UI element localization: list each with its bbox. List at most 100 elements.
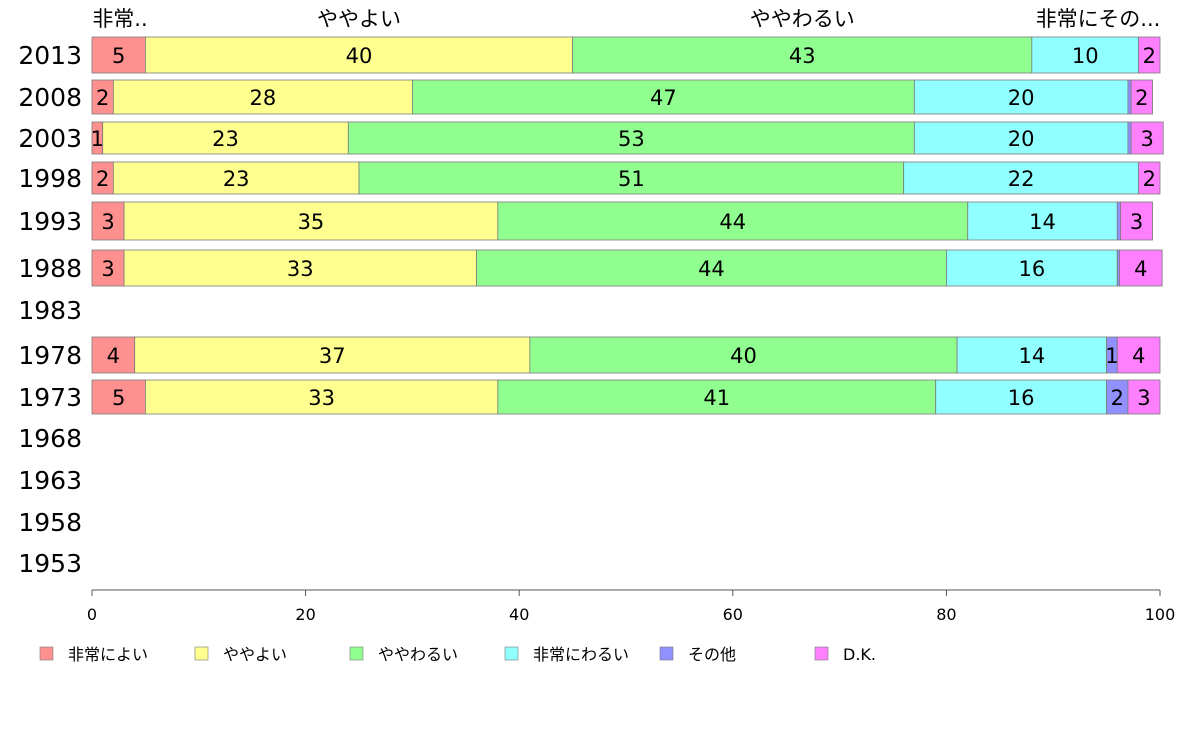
legend-swatch: [194, 646, 209, 661]
bar-segment: [1031, 36, 1140, 74]
legend-swatch: [814, 646, 829, 661]
x-tick-label: 80: [936, 605, 956, 624]
legend-swatch: [349, 646, 364, 661]
legend-label: D.K.: [843, 645, 876, 664]
top-label: 非常..: [92, 7, 147, 31]
bar-segment: [1116, 201, 1121, 241]
bar-segment: [144, 379, 499, 415]
legend-label: ややよい: [223, 645, 287, 664]
bar-segment: [1119, 249, 1163, 287]
y-tick-label: 1998: [18, 164, 82, 193]
bar-value-label: 2: [1135, 86, 1148, 110]
bar-value-label: 44: [698, 257, 725, 281]
bar-value-label: 5: [112, 386, 125, 410]
bar-value-label: 28: [250, 86, 277, 110]
bar-segment: [134, 336, 531, 374]
bar-segment: [529, 336, 958, 374]
bar-value-label: 2: [96, 86, 109, 110]
bar-segment: [903, 161, 1140, 195]
y-tick-label: 1968: [18, 424, 82, 453]
bar-segment: [572, 36, 1033, 74]
bar-segment: [935, 379, 1107, 415]
bar-segment: [144, 36, 574, 74]
bar-value-label: 35: [298, 210, 325, 234]
bar-segment: [913, 79, 1129, 115]
legend-swatch: [504, 646, 519, 661]
bar-segment: [497, 201, 969, 241]
bar-segment: [1130, 121, 1164, 155]
bar-value-label: 2: [96, 167, 109, 191]
y-tick-label: 1973: [18, 383, 82, 412]
bar-segment: [1116, 336, 1161, 374]
bar-value-label: 4: [1132, 344, 1145, 368]
bar-value-label: 20: [1008, 127, 1035, 151]
bar-segment: [102, 121, 349, 155]
x-tick-label: 100: [1145, 605, 1176, 624]
bar-value-label: 40: [730, 344, 757, 368]
bar-segment: [91, 201, 125, 241]
bar-segment: [1130, 79, 1153, 115]
bar-segment: [358, 161, 905, 195]
bar-value-label: 14: [1018, 344, 1045, 368]
bar-segment: [956, 336, 1108, 374]
bar-segment: [123, 249, 477, 287]
bar-segment: [411, 79, 915, 115]
bar-segment: [1127, 379, 1161, 415]
bar-value-label: 14: [1029, 210, 1056, 234]
x-tick-label: 40: [509, 605, 529, 624]
bar-segment: [1120, 201, 1153, 241]
bar-segment: [91, 249, 125, 287]
bar-segment: [497, 379, 937, 415]
bar-value-label: 20: [1008, 86, 1035, 110]
top-label: 非常にその...: [1036, 7, 1161, 31]
y-tick-label: 2008: [18, 83, 82, 112]
bar-value-label: 33: [308, 386, 335, 410]
top-label: ややよい: [317, 7, 401, 31]
bar-segment: [91, 379, 146, 415]
bar-segment: [476, 249, 947, 287]
y-tick-label: 2003: [18, 124, 82, 153]
legend-label: その他: [688, 645, 736, 664]
bar-value-label: 3: [101, 257, 114, 281]
bar-segment: [1138, 36, 1161, 74]
bar-value-label: 37: [319, 344, 346, 368]
bar-segment: [1127, 121, 1132, 155]
bar-segment: [1138, 161, 1161, 195]
bar-value-label: 5: [112, 44, 125, 68]
top-label: ややわるい: [750, 7, 855, 31]
bar-value-label: 3: [1137, 386, 1150, 410]
x-tick-label: 0: [87, 605, 97, 624]
bar-value-label: 1: [1105, 344, 1118, 368]
legend-label: ややわるい: [378, 645, 458, 664]
legend-label: 非常によい: [68, 645, 148, 664]
y-tick-label: 1953: [18, 549, 82, 578]
bar-value-label: 10: [1072, 44, 1099, 68]
bar-value-label: 33: [287, 257, 314, 281]
y-tick-label: 1983: [18, 296, 82, 325]
bar-value-label: 1: [91, 127, 104, 151]
bar-value-label: 16: [1018, 257, 1045, 281]
bar-value-label: 4: [1134, 257, 1147, 281]
bar-value-label: 3: [101, 210, 114, 234]
y-tick-label: 1978: [18, 341, 82, 370]
legend-swatch: [39, 646, 54, 661]
x-tick-label: 20: [295, 605, 315, 624]
x-tick-label: 60: [723, 605, 743, 624]
bar-value-label: 3: [1140, 127, 1153, 151]
bar-segment: [347, 121, 915, 155]
bar-segment: [91, 36, 146, 74]
bar-segment: [91, 336, 136, 374]
bar-value-label: 2: [1143, 167, 1156, 191]
bar-segment: [1127, 79, 1132, 115]
bar-value-label: 41: [703, 386, 730, 410]
bar-value-label: 47: [650, 86, 677, 110]
y-tick-label: 2013: [18, 41, 82, 70]
bar-value-label: 44: [719, 210, 746, 234]
bar-value-label: 53: [618, 127, 645, 151]
bar-segment: [913, 121, 1129, 155]
legend-swatch: [659, 646, 674, 661]
bar-value-label: 23: [223, 167, 250, 191]
legend-label: 非常にわるい: [533, 645, 629, 664]
bar-value-label: 4: [107, 344, 120, 368]
y-tick-label: 1988: [18, 254, 82, 283]
